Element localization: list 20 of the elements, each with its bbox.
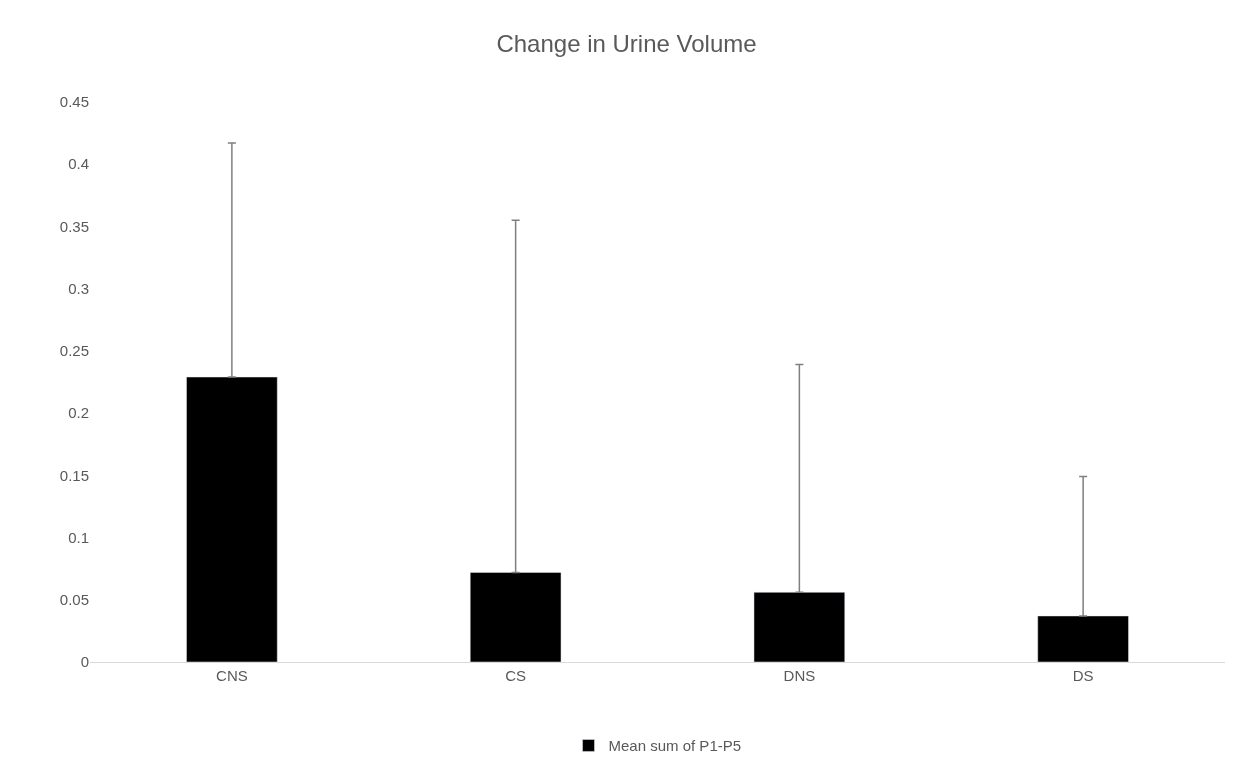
legend-label: Mean sum of P1-P5 (608, 737, 742, 755)
y-tick-label: 0.3 (68, 279, 89, 297)
chart-title: Change in Urine Volume (496, 29, 757, 57)
bar (1037, 615, 1129, 662)
y-tick-label: 0.25 (59, 342, 89, 360)
y-tick-label: 0.35 (59, 217, 89, 235)
y-tick-label: 0.2 (68, 404, 89, 422)
bar (469, 572, 562, 662)
x-tick-label: DS (1072, 667, 1094, 684)
y-tick-label: 0.05 (59, 591, 89, 609)
y-tick-label: 0.4 (68, 155, 89, 173)
bar (753, 592, 846, 662)
x-tick-label: CS (505, 667, 527, 684)
bar (186, 376, 278, 662)
x-tick-label: CNS (216, 667, 248, 684)
y-tick-label: 0.45 (59, 93, 89, 111)
y-tick-label: 0.15 (59, 466, 89, 484)
x-tick-label: DNS (783, 667, 816, 684)
y-tick-label: 0 (80, 653, 89, 671)
y-tick-label: 0.1 (68, 528, 89, 546)
